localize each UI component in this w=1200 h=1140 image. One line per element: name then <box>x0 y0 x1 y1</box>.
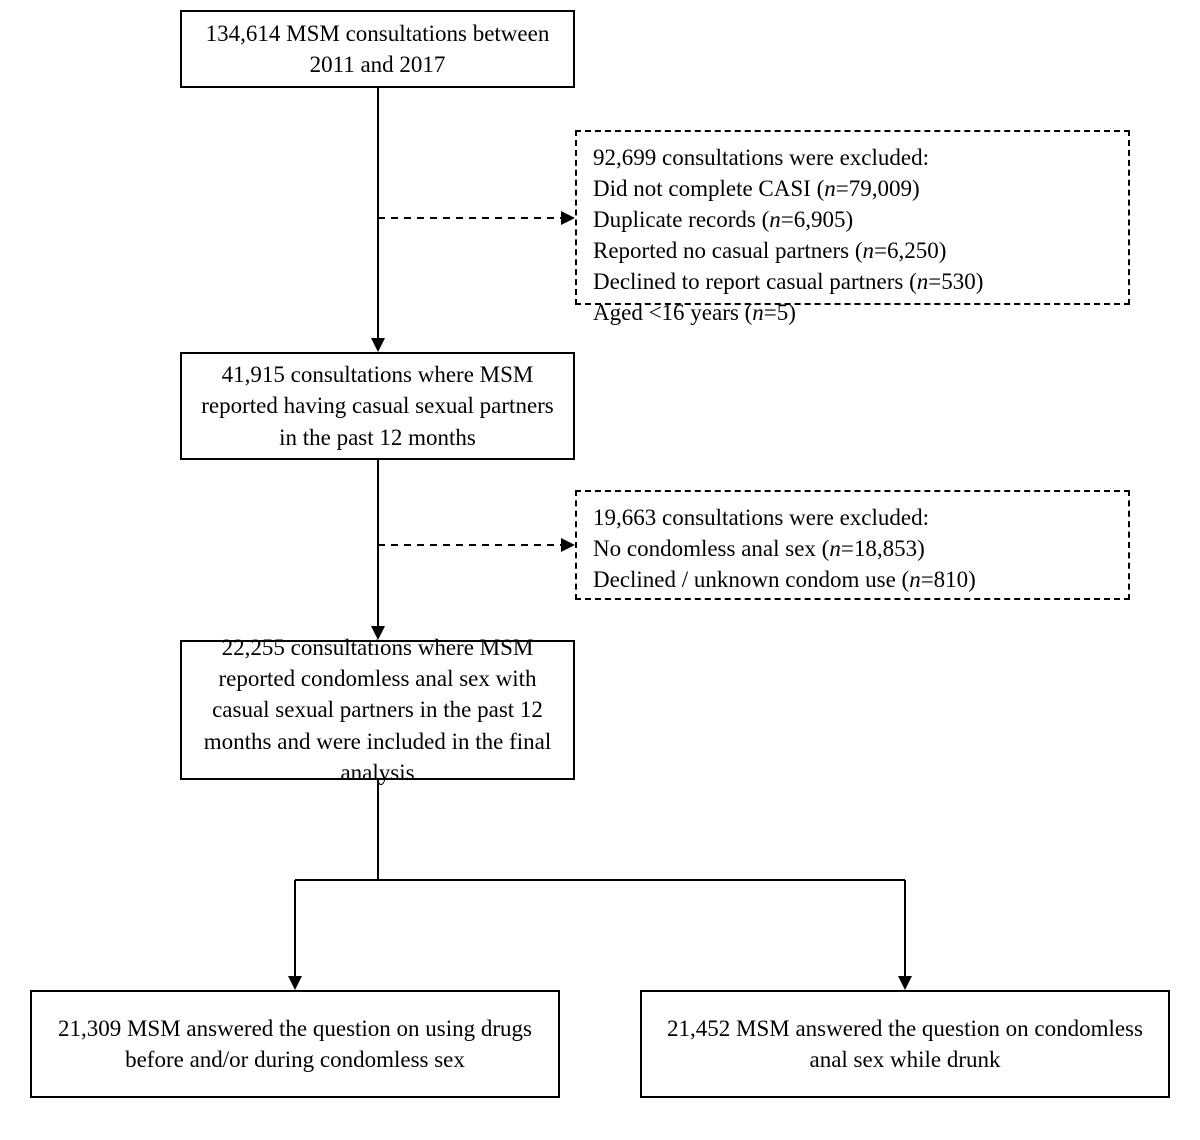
exclusion-item: Declined to report casual partners (n=53… <box>593 266 1112 297</box>
exclusion-header: 92,699 consultations were excluded: <box>593 142 1112 173</box>
flow-box-drugs-question: 21,309 MSM answered the question on usin… <box>30 990 560 1098</box>
flow-box-drunk-question: 21,452 MSM answered the question on cond… <box>640 990 1170 1098</box>
exclusion-item: Did not complete CASI (n=79,009) <box>593 173 1112 204</box>
flow-box-text: 41,915 consultations where MSM reported … <box>198 359 557 452</box>
flow-box-text: 134,614 MSM consultations between 2011 a… <box>198 18 557 80</box>
exclusion-item: Duplicate records (n=6,905) <box>593 204 1112 235</box>
exclusion-item: Reported no casual partners (n=6,250) <box>593 235 1112 266</box>
flow-box-text: 21,452 MSM answered the question on cond… <box>658 1013 1152 1075</box>
exclusion-item: Aged <16 years (n=5) <box>593 297 1112 328</box>
exclusion-header: 19,663 consultations were excluded: <box>593 502 1112 533</box>
exclusion-item: No condomless anal sex (n=18,853) <box>593 533 1112 564</box>
exclusion-box-1: 92,699 consultations were excluded: Did … <box>575 130 1130 305</box>
exclusion-item: Declined / unknown condom use (n=810) <box>593 564 1112 595</box>
flow-box-casual-partners: 41,915 consultations where MSM reported … <box>180 352 575 460</box>
flow-box-text: 21,309 MSM answered the question on usin… <box>48 1013 542 1075</box>
exclusion-box-2: 19,663 consultations were excluded: No c… <box>575 490 1130 600</box>
flow-box-text: 22,255 consultations where MSM reported … <box>198 632 557 787</box>
flow-box-start: 134,614 MSM consultations between 2011 a… <box>180 10 575 88</box>
flow-box-final-analysis: 22,255 consultations where MSM reported … <box>180 640 575 780</box>
